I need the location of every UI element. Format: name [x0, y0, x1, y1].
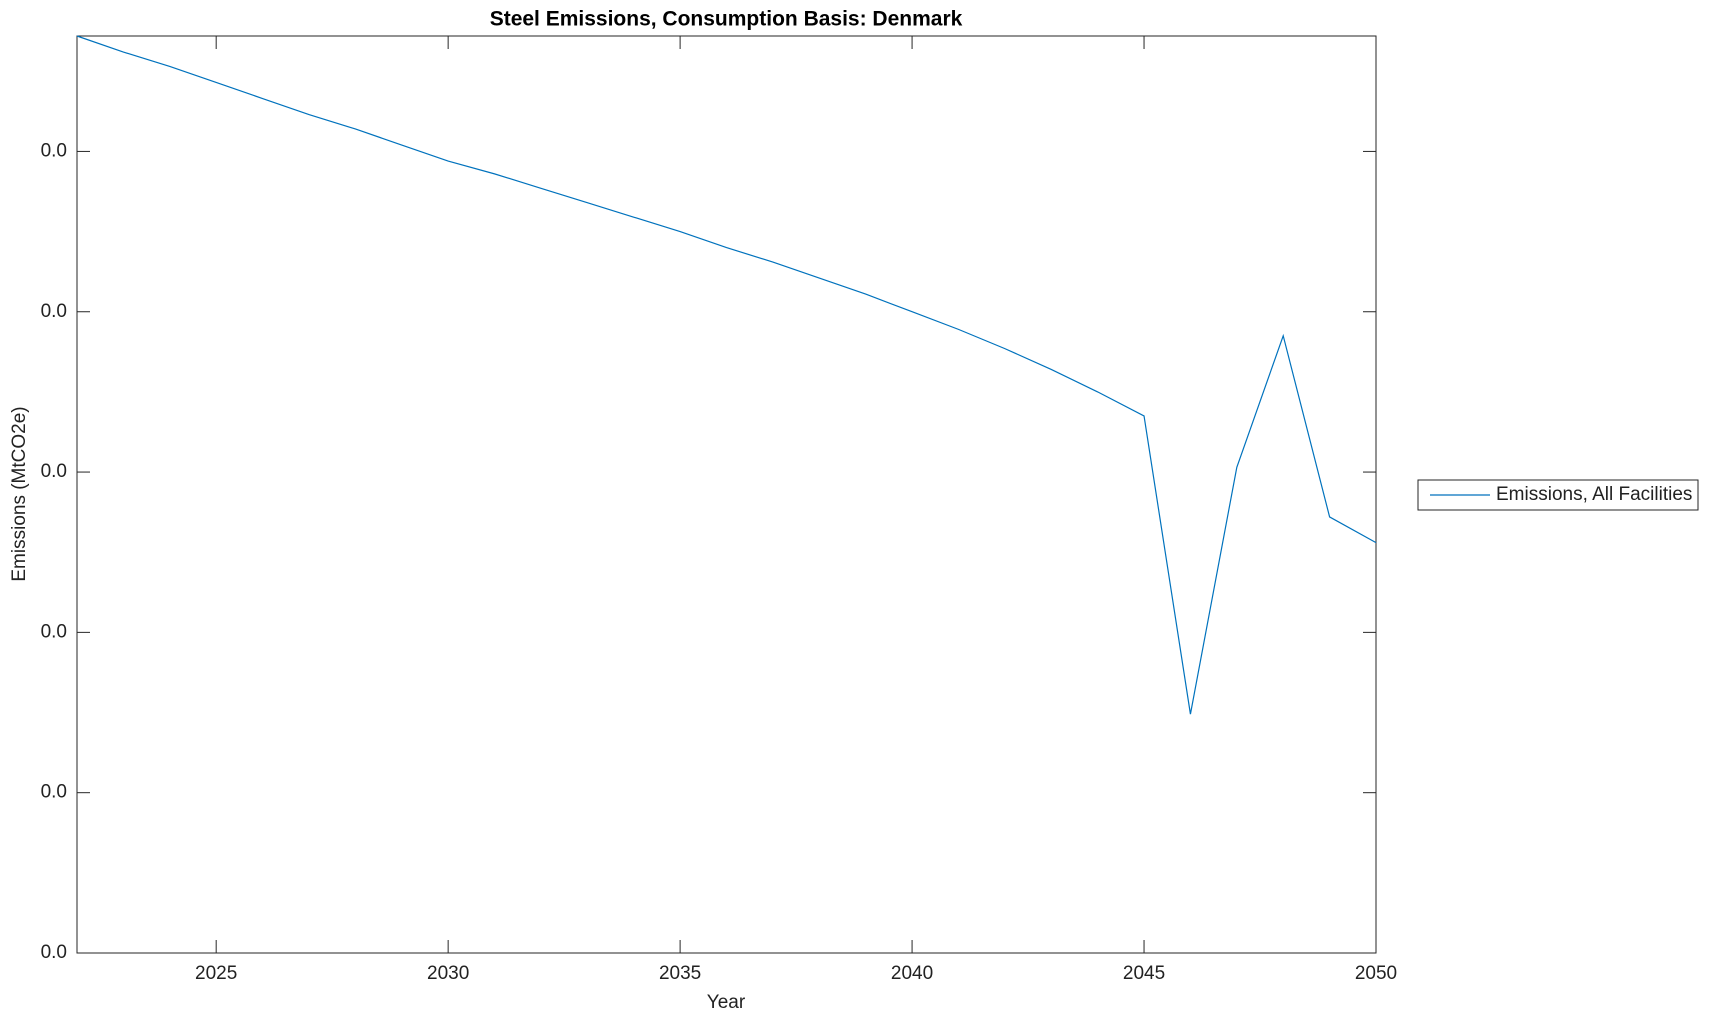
y-tick-label: 0.0 [41, 140, 67, 161]
y-tick-label: 0.0 [41, 942, 67, 963]
x-tick-label: 2050 [1355, 963, 1397, 984]
chart-title: Steel Emissions, Consumption Basis: Denm… [490, 8, 963, 31]
x-tick-label: 2040 [891, 963, 933, 984]
plot-frame [76, 35, 1377, 954]
y-tick-label: 0.0 [41, 301, 67, 322]
x-tick-label: 2030 [427, 963, 469, 984]
series-line [76, 35, 1377, 715]
x-tick-label: 2045 [1123, 963, 1165, 984]
y-axis-label: Emissions (MtCO2e) [9, 406, 30, 581]
x-axis-label: Year [707, 992, 746, 1013]
y-tick-label: 0.0 [41, 621, 67, 642]
legend-label: Emissions, All Facilities [1496, 484, 1692, 505]
y-tick-label: 0.0 [41, 461, 67, 482]
x-tick-label: 2035 [659, 963, 701, 984]
y-tick-label: 0.0 [41, 782, 67, 803]
x-tick-label: 2025 [195, 963, 237, 984]
